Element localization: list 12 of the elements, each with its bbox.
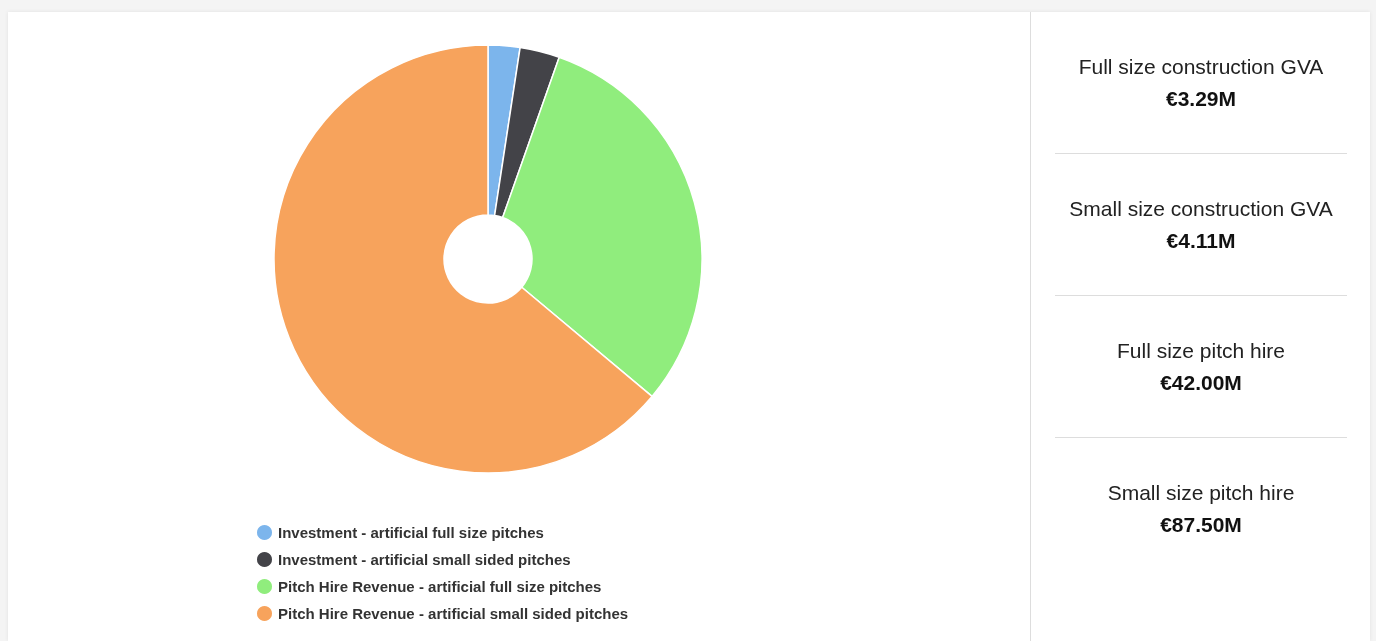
text: Small size pitch hire bbox=[1107, 480, 1295, 505]
text: €3.29M bbox=[1165, 86, 1237, 111]
text: Full size construction GVA bbox=[1078, 54, 1324, 79]
legend-label: Pitch Hire Revenue - artificial full size pitches bbox=[278, 578, 602, 595]
text: €4.11M bbox=[1166, 228, 1236, 253]
text: €42.00M bbox=[1160, 370, 1242, 395]
legend-label: Pitch Hire Revenue - artificial small sided pitches bbox=[278, 605, 629, 622]
text: Full size pitch hire bbox=[1116, 338, 1286, 363]
legend-label: Investment - artificial full size pitches bbox=[278, 524, 544, 541]
legend-label: Investment - artificial small sided pitches bbox=[278, 551, 571, 568]
text: Small size construction GVA bbox=[1069, 196, 1333, 221]
text: €87.50M bbox=[1160, 512, 1242, 537]
